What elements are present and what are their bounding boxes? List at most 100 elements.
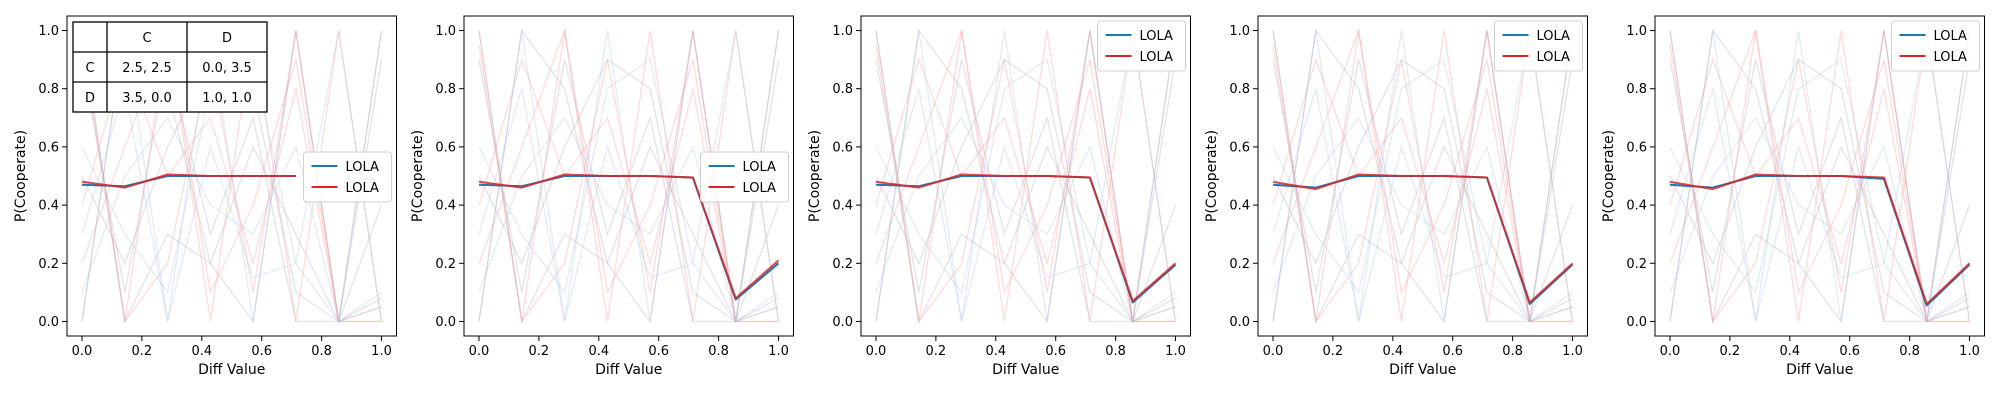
x-tick-label: 0.2 xyxy=(1720,344,1741,359)
axes-frame xyxy=(860,15,1191,337)
background-run-line xyxy=(1272,116,1573,323)
background-run-line xyxy=(81,27,382,323)
payoff-table-cell: 3.5, 0.0 xyxy=(122,91,172,106)
background-run-line xyxy=(875,58,1176,323)
y-tick-label: 0.4 xyxy=(832,199,853,214)
background-run-line xyxy=(1272,58,1573,323)
background-runs xyxy=(1272,27,1574,324)
legend-label: LOLA xyxy=(346,160,380,175)
background-run-line xyxy=(1669,30,1971,324)
x-tick-label: 0.6 xyxy=(648,344,669,359)
x-tick-label: 0.2 xyxy=(132,344,153,359)
payoff-table-cell: C xyxy=(85,61,94,76)
axes-frame xyxy=(1257,15,1588,337)
background-run-line xyxy=(1669,58,1970,323)
y-tick-label: 0.8 xyxy=(832,82,853,97)
background-run-line xyxy=(478,58,779,323)
x-tick-label: 0.6 xyxy=(251,344,272,359)
legend-label: LOLA xyxy=(1537,50,1571,65)
background-run-line xyxy=(875,28,1177,324)
legend-box xyxy=(700,151,789,203)
y-tick-label: 0.4 xyxy=(1229,199,1250,214)
background-run-line xyxy=(478,58,779,323)
chart-panel-3: 0.0 0.2 0.4 0.6 0.8 1.0 0.0 0.2 0.4 0.6 0.8 1.0 Diff… xyxy=(807,15,1191,378)
legend-label: LOLA xyxy=(1140,29,1174,44)
legend: LOLA LOLA xyxy=(700,151,789,203)
x-tick-label: 0.2 xyxy=(1323,344,1344,359)
y-tick-label: 1.0 xyxy=(1626,24,1647,39)
axes-frame xyxy=(463,15,794,337)
legend-label: LOLA xyxy=(346,181,380,196)
series-line-blue xyxy=(1669,175,1971,307)
legend-label: LOLA xyxy=(743,181,777,196)
background-run-line xyxy=(875,116,1176,323)
x-tick-label: 0.6 xyxy=(1442,344,1463,359)
series-line-red xyxy=(1272,173,1574,304)
y-tick-label: 0.4 xyxy=(1626,199,1647,214)
x-tick-label: 0.8 xyxy=(1899,344,1920,359)
x-tick-label: 0.2 xyxy=(926,344,947,359)
y-tick-label: 0.8 xyxy=(38,82,59,97)
y-tick-label: 0.0 xyxy=(832,315,853,330)
x-tick-label: 0.4 xyxy=(1779,344,1800,359)
payoff-table-cell: 1.0, 1.0 xyxy=(202,91,252,106)
series-line-red xyxy=(1669,173,1971,305)
legend: LOLA LOLA xyxy=(1097,20,1186,72)
payoff-table-cell: 0.0, 3.5 xyxy=(202,61,252,76)
y-tick-label: 0.2 xyxy=(38,257,59,272)
y-axis-label: P(Cooperate) xyxy=(13,130,29,222)
y-axis-label: P(Cooperate) xyxy=(1204,130,1220,222)
y-tick-label: 0.0 xyxy=(435,315,456,330)
y-axis-label: P(Cooperate) xyxy=(1601,130,1617,222)
y-axis-label: P(Cooperate) xyxy=(410,130,426,222)
background-run-line xyxy=(478,30,780,324)
background-run-line xyxy=(1669,27,1970,323)
y-tick-label: 0.2 xyxy=(435,257,456,272)
legend: LOLA LOLA xyxy=(1891,20,1980,72)
background-run-line xyxy=(875,58,1176,323)
background-run-line xyxy=(1272,30,1574,324)
y-tick-label: 0.4 xyxy=(38,199,59,214)
y-tick-label: 0.6 xyxy=(435,140,456,155)
x-tick-label: 0.4 xyxy=(1382,344,1403,359)
chart-panel-2: 0.0 0.2 0.4 0.6 0.8 1.0 0.0 0.2 0.4 0.6 0.8 1.0 Diff… xyxy=(410,15,794,378)
legend-box xyxy=(303,151,392,203)
series-line-red xyxy=(875,173,1177,303)
x-tick-label: 0.0 xyxy=(1660,344,1681,359)
payoff-table-frame xyxy=(72,21,268,113)
y-tick-label: 0.8 xyxy=(435,82,456,97)
legend-label: LOLA xyxy=(1934,50,1968,65)
legend: LOLA LOLA xyxy=(1494,20,1583,72)
y-tick-label: 0.6 xyxy=(38,140,59,155)
chart-panel-4: 0.0 0.2 0.4 0.6 0.8 1.0 0.0 0.2 0.4 0.6 0.8 1.0 Diff… xyxy=(1204,15,1588,378)
y-tick-label: 0.6 xyxy=(1229,140,1250,155)
y-tick-label: 0.8 xyxy=(1626,82,1647,97)
legend-label: LOLA xyxy=(1140,50,1174,65)
y-tick-label: 0.0 xyxy=(1626,315,1647,330)
x-tick-label: 0.0 xyxy=(1263,344,1284,359)
y-tick-label: 0.4 xyxy=(435,199,456,214)
x-tick-label: 0.0 xyxy=(72,344,93,359)
background-run-line xyxy=(875,30,1177,324)
x-tick-label: 0.0 xyxy=(866,344,887,359)
background-run-line xyxy=(81,116,382,323)
background-run-line xyxy=(1669,58,1970,323)
x-tick-label: 1.0 xyxy=(768,344,789,359)
x-axis-label: Diff Value xyxy=(595,362,662,378)
x-tick-label: 1.0 xyxy=(1165,344,1186,359)
y-tick-label: 0.6 xyxy=(1626,140,1647,155)
background-run-line xyxy=(478,30,780,322)
x-tick-label: 0.6 xyxy=(1045,344,1066,359)
series-line-blue xyxy=(1272,175,1574,305)
x-tick-label: 0.4 xyxy=(588,344,609,359)
legend-label: LOLA xyxy=(1537,29,1571,44)
x-tick-label: 0.4 xyxy=(191,344,212,359)
x-axis-label: Diff Value xyxy=(198,362,265,378)
x-tick-label: 1.0 xyxy=(1959,344,1980,359)
axes-frame xyxy=(1654,15,1985,337)
legend-box xyxy=(1891,20,1980,72)
x-tick-label: 0.8 xyxy=(708,344,729,359)
background-run-line xyxy=(478,57,779,323)
series-line-red xyxy=(81,173,296,189)
x-axis-label: Diff Value xyxy=(992,362,1059,378)
